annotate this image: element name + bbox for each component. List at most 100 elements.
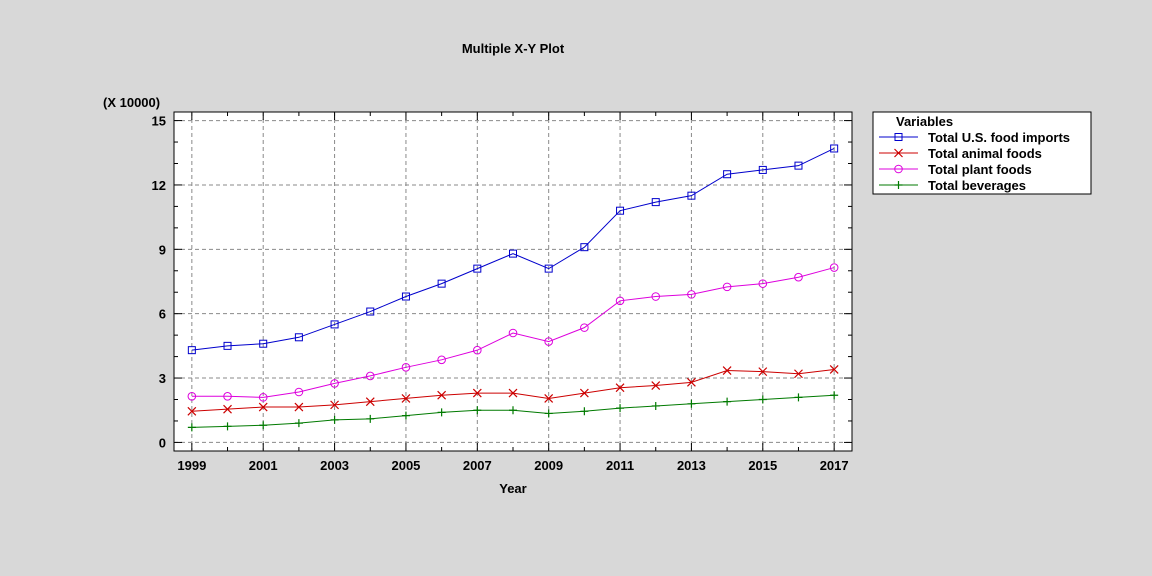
data-point [687, 191, 696, 200]
data-point [294, 419, 303, 428]
data-point [580, 243, 589, 252]
x-tick-label: 2017 [820, 458, 849, 473]
data-point [894, 181, 903, 189]
data-point [544, 264, 553, 273]
x-tick-label: 2001 [249, 458, 278, 473]
data-point [723, 170, 732, 179]
ticks: 0 3 6 9 12 15 1999 2001 2003 2005 2007 2009 2011 2013… [152, 112, 852, 473]
data-point [616, 404, 625, 413]
data-point [509, 406, 517, 415]
y-tick-label: 3 [159, 371, 166, 386]
data-point [365, 371, 375, 381]
series-line [191, 148, 835, 351]
data-point [686, 377, 696, 387]
data-point [294, 402, 304, 412]
data-point [758, 165, 767, 174]
x-tick-label: 2007 [463, 458, 492, 473]
data-point [894, 148, 903, 158]
data-point [330, 400, 340, 410]
data-point [794, 393, 803, 402]
data-point [472, 388, 482, 398]
grid [174, 112, 852, 451]
data-point [401, 292, 410, 301]
data-point [365, 397, 375, 407]
data-point [579, 388, 589, 398]
data-point [794, 369, 803, 379]
data-point [258, 393, 268, 402]
x-tick-label: 2011 [606, 458, 634, 473]
data-point [223, 404, 232, 414]
data-point [651, 198, 660, 207]
data-point [544, 409, 553, 418]
legend-entry: Total animal foods [879, 146, 1042, 161]
data-point [473, 406, 482, 415]
x-tick-label: 2009 [534, 458, 563, 473]
data-point [829, 263, 839, 272]
data-point [401, 411, 410, 420]
x-tick-label: 2013 [677, 458, 706, 473]
data-point [894, 164, 903, 174]
data-point [259, 421, 268, 430]
y-multiplier-label: (X 10000) [103, 95, 160, 110]
data-point [722, 282, 732, 292]
series-total-plant-foods [187, 263, 839, 402]
data-point [223, 422, 232, 431]
data-point [509, 249, 517, 258]
data-point [223, 391, 232, 401]
data-point [437, 408, 446, 417]
data-point [437, 390, 447, 400]
series-total-animal-foods [187, 365, 839, 416]
data-point [687, 399, 696, 408]
data-point [223, 341, 232, 350]
x-tick-label: 2015 [748, 458, 777, 473]
y-tick-label: 0 [159, 435, 166, 450]
data-point [758, 395, 767, 404]
legend-title: Variables [896, 114, 953, 129]
data-point [366, 414, 375, 423]
data-point [651, 292, 661, 301]
data-point [294, 387, 304, 397]
data-point [894, 133, 903, 141]
data-point [259, 339, 268, 348]
data-point [544, 337, 553, 346]
legend-label: Total animal foods [928, 146, 1042, 161]
data-point [830, 391, 839, 400]
data-point [580, 407, 589, 416]
series-total-beverages [187, 391, 839, 432]
data-point [723, 397, 732, 406]
data-point [330, 415, 339, 424]
data-point [758, 279, 768, 288]
data-point [615, 296, 625, 306]
y-tick-label: 12 [152, 178, 166, 193]
data-point [651, 401, 660, 410]
data-point [473, 264, 482, 273]
data-point [508, 328, 518, 338]
data-point [366, 307, 375, 316]
series-layer [187, 144, 839, 432]
data-point [401, 363, 411, 372]
y-tick-label: 15 [152, 114, 166, 129]
chart-title: Multiple X-Y Plot [462, 41, 565, 56]
data-point [758, 367, 768, 377]
legend-entry: Total plant foods [879, 162, 1032, 177]
data-point [258, 402, 268, 412]
data-point [616, 206, 625, 215]
data-point [794, 161, 803, 170]
data-point [187, 406, 197, 416]
data-point [294, 333, 303, 342]
data-point [580, 323, 589, 332]
data-point [830, 144, 839, 153]
x-tick-label: 2005 [391, 458, 420, 473]
legend-label: Total U.S. food imports [928, 130, 1070, 145]
legend-label: Total plant foods [928, 162, 1032, 177]
data-point [651, 381, 661, 390]
data-point [187, 346, 196, 355]
y-tick-label: 9 [159, 242, 166, 257]
x-tick-label: 1999 [177, 458, 206, 473]
data-point [829, 365, 839, 374]
data-point [187, 423, 196, 432]
legend-label: Total beverages [928, 178, 1026, 193]
data-point [794, 272, 803, 282]
